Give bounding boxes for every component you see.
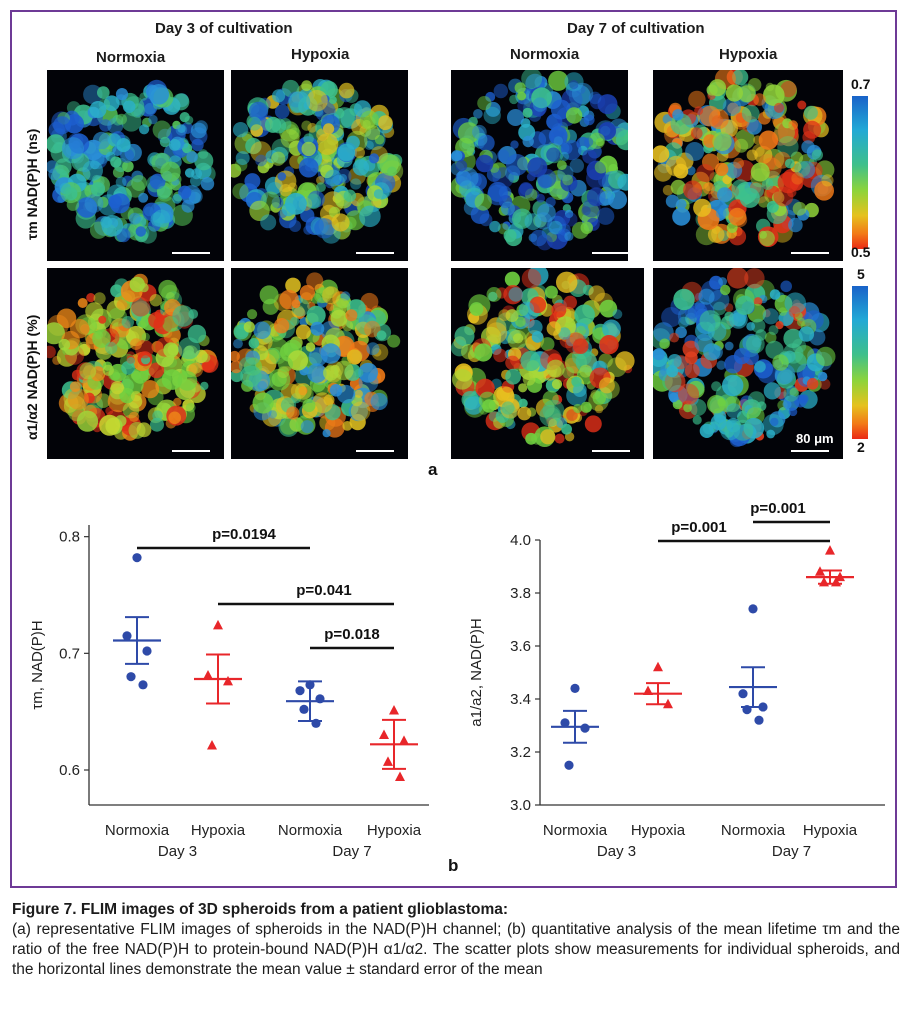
- p-value-annotation: p=0.001: [750, 500, 805, 517]
- y-axis-label: a1/a2, NAD(P)H: [468, 618, 485, 726]
- y-tick-label: 0.6: [59, 762, 80, 779]
- data-point: [132, 553, 142, 563]
- x-tick-label: Normoxia: [278, 822, 343, 839]
- chart-a1-a2: 3.0 3.2 3.4 3.6 3.8 4.0 a1/a2, NAD(P)H Normoxia…: [468, 500, 885, 860]
- x-tick-label: Hypoxia: [191, 822, 246, 839]
- colorbar-ratio-max: 5: [857, 266, 865, 282]
- row2-label: α1/α2 NAD(P)H (%): [24, 314, 40, 440]
- data-point: [203, 670, 213, 680]
- data-point: [122, 631, 132, 641]
- data-point: [825, 545, 835, 555]
- data-point: [663, 698, 673, 709]
- colorbar-ratio-min: 2: [857, 439, 865, 455]
- flim-image-day3-hypoxia-tau: [231, 70, 408, 261]
- flim-image-day3-normoxia-ratio: [47, 268, 224, 459]
- y-tick-label: 3.6: [510, 638, 531, 655]
- y-tick-label: 4.0: [510, 532, 531, 549]
- data-point: [311, 718, 321, 728]
- panel-a-letter: a: [428, 460, 438, 479]
- group-label: Day 7: [332, 843, 371, 860]
- flim-image-day7-hypoxia-tau: [653, 70, 843, 261]
- data-point: [560, 718, 570, 728]
- y-tick-label: 3.0: [510, 797, 531, 814]
- data-point: [223, 675, 233, 686]
- data-point: [564, 760, 574, 770]
- x-tick-label: Normoxia: [543, 822, 608, 839]
- day3-normoxia-header: Normoxia: [96, 49, 166, 66]
- data-point: [395, 771, 405, 781]
- y-tick-label: 3.2: [510, 744, 531, 761]
- day7-hypoxia-header: Hypoxia: [719, 46, 778, 63]
- data-point: [815, 566, 825, 576]
- data-point: [758, 702, 768, 712]
- data-point: [643, 685, 653, 696]
- x-tick-label: Hypoxia: [803, 822, 858, 839]
- data-point: [742, 705, 752, 715]
- group-label: Day 3: [158, 843, 197, 860]
- data-point: [383, 756, 393, 766]
- data-point: [831, 576, 841, 587]
- figure-frame: [10, 10, 897, 888]
- y-tick-label: 3.4: [510, 691, 531, 708]
- y-tick-label: 3.8: [510, 585, 531, 602]
- scale-bar-label: 80 μm: [796, 431, 834, 446]
- data-point: [835, 571, 845, 582]
- data-point: [305, 680, 315, 690]
- flim-image-day3-hypoxia-ratio: [231, 268, 408, 459]
- p-value-annotation: p=0.001: [671, 519, 726, 536]
- data-point: [315, 694, 325, 704]
- figure-caption: Figure 7. FLIM images of 3D spheroids fr…: [12, 900, 900, 980]
- x-tick-label: Normoxia: [721, 822, 786, 839]
- flim-image-day7-normoxia-ratio: [451, 268, 644, 459]
- colorbar-tau: [852, 96, 868, 249]
- caption-title: Figure 7. FLIM images of 3D spheroids fr…: [12, 901, 509, 918]
- flim-image-day3-normoxia-tau: [47, 70, 224, 261]
- day3-hypoxia-header: Hypoxia: [291, 46, 350, 63]
- x-tick-label: Normoxia: [105, 822, 170, 839]
- colorbar-tau-min: 0.5: [851, 244, 871, 260]
- chart-tau-m: 0.6 0.7 0.8 τm, NAD(P)H Normoxia Hypoxia Normo…: [29, 525, 429, 860]
- data-point: [819, 576, 829, 587]
- caption-body: (a) representative FLIM images of sphero…: [12, 921, 900, 978]
- group-label: Day 3: [597, 843, 636, 860]
- panel-b-letter: b: [448, 856, 459, 875]
- data-point: [126, 672, 136, 682]
- data-point: [379, 729, 389, 739]
- day3-group-title: Day 3 of cultivation: [155, 20, 293, 37]
- data-point: [299, 704, 309, 714]
- p-value-annotation: p=0.0194: [212, 526, 276, 543]
- p-value-annotation: p=0.018: [324, 626, 379, 643]
- data-point: [207, 740, 217, 750]
- day7-group-title: Day 7 of cultivation: [567, 20, 705, 37]
- x-tick-label: Hypoxia: [367, 822, 422, 839]
- data-point: [754, 715, 764, 725]
- day7-normoxia-header: Normoxia: [510, 46, 580, 63]
- data-point: [748, 604, 758, 614]
- data-point: [142, 646, 152, 656]
- colorbar-tau-max: 0.7: [851, 76, 871, 92]
- flim-image-day7-hypoxia-ratio: [653, 268, 843, 459]
- data-point: [738, 689, 748, 699]
- y-tick-label: 0.8: [59, 529, 80, 546]
- group-label: Day 7: [772, 843, 811, 860]
- x-tick-label: Hypoxia: [631, 822, 686, 839]
- data-point: [570, 683, 580, 693]
- data-point: [653, 661, 663, 672]
- flim-image-day7-normoxia-tau: [451, 70, 628, 261]
- colorbar-ratio: [852, 286, 868, 439]
- y-tick-label: 0.7: [59, 645, 80, 662]
- p-value-annotation: p=0.041: [296, 582, 351, 599]
- data-point: [138, 680, 148, 690]
- y-axis-label: τm, NAD(P)H: [29, 620, 46, 709]
- data-point: [399, 735, 409, 745]
- data-point: [580, 723, 590, 733]
- data-point: [295, 686, 305, 696]
- row1-label: τm NAD(P)H (ns): [24, 128, 40, 240]
- data-point: [213, 619, 223, 630]
- data-point: [389, 705, 399, 715]
